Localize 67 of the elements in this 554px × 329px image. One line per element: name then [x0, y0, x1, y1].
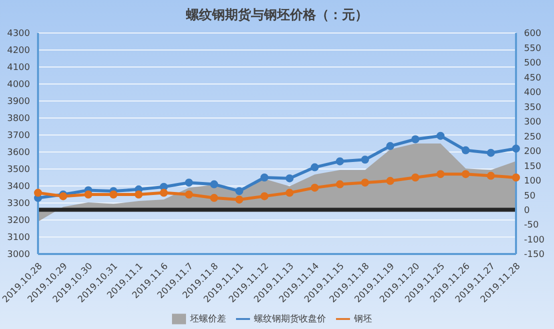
point: [512, 174, 520, 182]
point: [336, 180, 344, 188]
point: [486, 148, 495, 157]
legend-label: 螺纹钢期货收盘价: [254, 314, 326, 324]
y-tick-label: 3400: [7, 182, 30, 192]
point: [160, 188, 168, 197]
point: [361, 178, 370, 187]
point: [361, 156, 370, 164]
point: [386, 176, 394, 185]
y-tick-label: 4200: [7, 46, 30, 56]
y2-tick-label: 500: [524, 58, 542, 69]
y2-tick-label: -150: [524, 250, 545, 260]
y2-tick-label: 400: [524, 88, 542, 98]
y2-tick-label: -100: [524, 235, 545, 246]
point: [512, 144, 520, 153]
point: [260, 192, 268, 200]
chart-title: 螺纹钢期货与钢坯价格（：元）: [184, 7, 369, 24]
point: [286, 174, 294, 182]
y-tick-label: 4000: [7, 80, 30, 90]
point: [310, 163, 319, 172]
point: [184, 190, 193, 198]
point: [486, 172, 495, 180]
y2-tick-label: -50: [524, 220, 539, 231]
point: [184, 178, 193, 187]
legend-label: 钢坯: [354, 314, 372, 324]
y-tick-label: 3800: [7, 114, 30, 124]
point: [436, 132, 445, 140]
point: [310, 184, 319, 192]
y2-tick-label: 100: [524, 176, 542, 187]
legend-label: 坯螺价差: [190, 314, 226, 324]
point: [34, 188, 42, 197]
point: [462, 170, 470, 178]
point: [235, 187, 244, 196]
y-tick-label: 3100: [7, 233, 30, 244]
y2-tick-label: 150: [524, 162, 542, 172]
y2-tick-label: 600: [524, 29, 542, 40]
point: [134, 190, 143, 198]
y2-tick-label: 50: [524, 191, 536, 202]
point: [411, 174, 420, 182]
y-tick-label: 3900: [7, 97, 30, 108]
y-tick-label: 3300: [7, 199, 30, 210]
y2-tick-label: 550: [524, 44, 542, 54]
point: [462, 146, 470, 154]
point: [336, 157, 344, 166]
y2-tick-label: 250: [524, 132, 542, 142]
point: [109, 190, 118, 198]
y-tick-label: 3200: [7, 216, 30, 226]
point: [210, 194, 218, 202]
y2-tick-label: 0: [524, 206, 530, 216]
y2-tick-label: 350: [524, 102, 542, 113]
y-tick-label: 3700: [7, 131, 30, 142]
point: [286, 188, 294, 197]
point: [210, 180, 218, 188]
point: [386, 142, 394, 150]
y2-tick-label: 200: [524, 147, 542, 158]
point: [436, 170, 445, 178]
point: [235, 196, 244, 204]
y-tick-label: 3000: [7, 250, 30, 260]
y-tick-label: 3600: [7, 148, 30, 158]
y-tick-label: 4300: [7, 29, 30, 40]
y2-tick-label: 300: [524, 118, 542, 128]
point: [411, 135, 420, 144]
y2-tick-label: 450: [524, 73, 542, 84]
point: [260, 174, 268, 182]
y-tick-label: 3500: [7, 165, 30, 176]
y-tick-label: 4100: [7, 63, 30, 74]
point: [84, 190, 92, 198]
